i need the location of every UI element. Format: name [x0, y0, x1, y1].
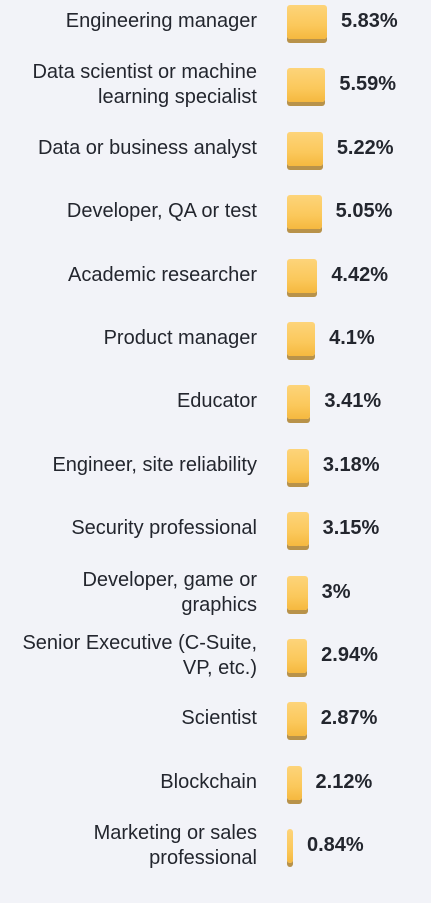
bar	[287, 131, 323, 166]
value-label: 0.84%	[307, 834, 364, 857]
bar	[287, 195, 322, 230]
value-label: 4.1%	[329, 327, 375, 349]
value-label: 3.15%	[322, 517, 380, 540]
value-label: 4.42%	[331, 263, 389, 286]
value-label: 5.22%	[336, 136, 394, 159]
category-label: Blockchain	[160, 770, 257, 793]
category-label: Marketing or sales professional	[93, 822, 257, 870]
category-label: Data or business analyst	[37, 136, 257, 159]
bar	[287, 448, 309, 483]
bar	[287, 639, 308, 673]
bar	[287, 575, 308, 610]
value-label: 2.94%	[321, 644, 378, 666]
category-label: Developer, game or graphics	[82, 568, 257, 616]
category-label: Scientist	[181, 707, 257, 730]
category-label: Developer, QA or test	[66, 200, 257, 223]
value-label: 5.83%	[341, 10, 398, 32]
value-label: 5.59%	[339, 73, 397, 96]
category-label: Data scientist or machine learning specia…	[32, 61, 257, 109]
bar	[287, 702, 307, 737]
bar	[287, 5, 327, 39]
category-label: Engineer, site reliability	[52, 453, 257, 476]
value-label: 2.87%	[320, 707, 378, 730]
category-label: Engineering manager	[65, 10, 257, 32]
value-label: 3%	[321, 580, 351, 603]
value-label: 5.05%	[335, 200, 393, 223]
value-label: 2.12%	[315, 770, 373, 793]
bar	[287, 765, 302, 800]
category-label: Educator	[176, 390, 257, 413]
category-label: Product manager	[103, 327, 257, 349]
bar	[287, 385, 311, 420]
value-label: 3.18%	[322, 453, 380, 476]
bar	[287, 512, 309, 547]
value-label: 3.41%	[324, 390, 382, 413]
category-label: Senior Executive (C-Suite, VP, etc.)	[22, 632, 257, 679]
bar	[287, 829, 293, 864]
bar	[287, 322, 316, 356]
category-label: Academic researcher	[68, 263, 257, 286]
bar	[287, 68, 326, 103]
bar	[287, 258, 318, 293]
category-label: Security professional	[71, 517, 257, 540]
